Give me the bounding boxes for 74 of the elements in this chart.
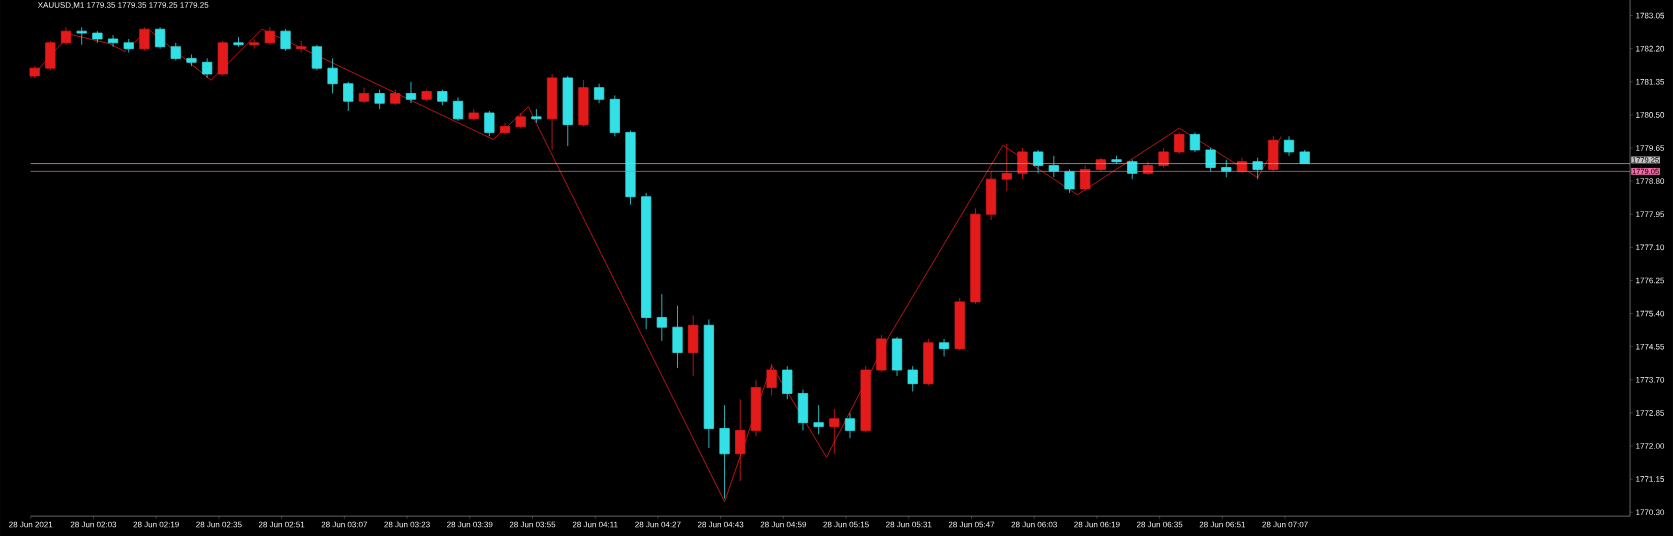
candlestick [625, 130, 636, 205]
candlestick [829, 408, 840, 455]
candlestick [1189, 131, 1201, 153]
candlestick [688, 315, 699, 377]
candlestick [656, 293, 667, 342]
candlestick [515, 112, 526, 129]
candlestick [1283, 135, 1295, 157]
candlestick [938, 338, 950, 357]
candlestick [844, 412, 856, 439]
candlestick [1268, 135, 1279, 172]
candlestick [1252, 157, 1263, 180]
candlestick [531, 108, 542, 124]
candlestick [437, 89, 448, 106]
candlestick [986, 170, 997, 221]
candlestick [578, 79, 589, 127]
candlestick [155, 26, 166, 50]
candlestick [546, 73, 558, 151]
candlestick [499, 122, 511, 135]
candlestick [452, 96, 464, 122]
candlestick [421, 89, 432, 102]
candlestick [609, 94, 620, 137]
candlestick [202, 57, 213, 79]
candlestick [1111, 155, 1122, 164]
candlestick [405, 81, 417, 104]
candlestick [327, 57, 338, 94]
candlestick [954, 297, 965, 351]
candlestick [76, 26, 87, 46]
candlestick [233, 36, 244, 48]
candlestick [766, 363, 777, 396]
candlestick [1017, 147, 1028, 180]
candlestick [719, 404, 730, 499]
candlestick [1299, 149, 1310, 164]
candlestick [703, 318, 714, 449]
candlestick [296, 40, 307, 53]
candlestick [735, 398, 746, 482]
candlestick [641, 192, 652, 330]
candlestick [484, 110, 495, 137]
candlestick [249, 38, 260, 50]
candlestick [374, 89, 385, 110]
candlestick [358, 87, 370, 104]
candlestick [860, 365, 871, 433]
candlestick [782, 365, 793, 400]
candlestick [1174, 131, 1185, 155]
candlestick [311, 44, 322, 71]
candlestick [92, 30, 103, 44]
candlestick [891, 336, 903, 377]
candlestick [970, 207, 981, 305]
candlestick [107, 34, 119, 48]
candlestick [45, 40, 56, 71]
candlestick [1001, 143, 1012, 192]
candlestick [343, 81, 354, 112]
candlestick [186, 54, 197, 67]
candlestick [907, 365, 918, 392]
candlestick [1033, 149, 1044, 174]
candlestick [876, 334, 887, 373]
candlestick [1080, 165, 1091, 192]
candlestick [797, 389, 809, 431]
candlestick [1221, 159, 1232, 178]
candlestick [813, 404, 824, 435]
candlestick [923, 338, 934, 386]
candlestick [170, 42, 181, 61]
candlestick [1158, 147, 1169, 168]
candlestick [562, 75, 573, 147]
candlestick [594, 83, 605, 104]
candlestick [468, 108, 479, 122]
candlestick [1048, 155, 1059, 178]
candlestick [280, 28, 291, 51]
candlestick [1205, 147, 1216, 172]
candlestick [750, 379, 762, 437]
candlestick [672, 305, 683, 369]
candlestick [123, 38, 134, 53]
candlestick [390, 89, 401, 106]
candlestick [1064, 168, 1075, 194]
candlestick [217, 40, 228, 77]
